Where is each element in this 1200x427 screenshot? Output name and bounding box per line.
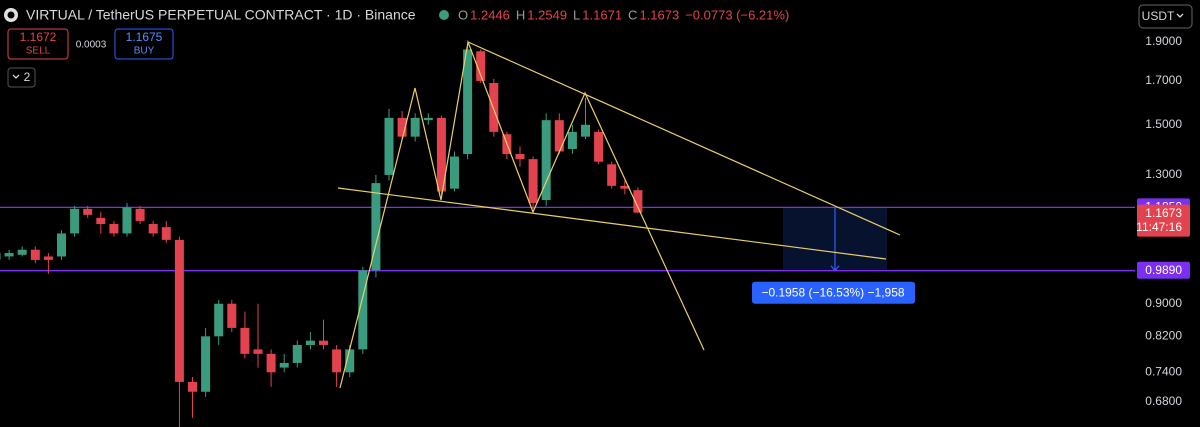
- level-price-box: [1137, 261, 1190, 279]
- candle-body: [633, 190, 643, 213]
- candle-body: [607, 164, 617, 186]
- candle-body: [43, 256, 53, 260]
- candle-body: [17, 249, 27, 255]
- chart-title: VIRTUAL / TetherUS PERPETUAL CONTRACT · …: [26, 7, 416, 23]
- plot: [0, 43, 1135, 427]
- buy-label[interactable]: BUY: [134, 46, 155, 57]
- status-dot: [439, 10, 449, 20]
- candle-body: [253, 349, 263, 354]
- candle-body: [489, 83, 499, 132]
- ohlc-value: 1.2446: [470, 7, 510, 22]
- candle-body: [96, 217, 106, 225]
- candle-body: [83, 208, 93, 215]
- candle-body: [109, 224, 119, 234]
- candle-body: [57, 233, 66, 257]
- currency[interactable]: USDT: [1142, 9, 1175, 23]
- ohlc-value: 1.1673: [639, 7, 679, 22]
- candle-body: [384, 117, 394, 175]
- sell-label[interactable]: SELL: [26, 46, 51, 57]
- candle-body: [397, 117, 407, 137]
- indicator-count[interactable]: 2: [24, 70, 31, 84]
- sell-price[interactable]: 1.1672: [20, 30, 57, 44]
- candle-body: [581, 124, 590, 137]
- candle-body: [332, 349, 342, 373]
- trendline: [467, 41, 901, 236]
- chevron-icon[interactable]: [1176, 13, 1184, 18]
- buy-price[interactable]: 1.1675: [126, 30, 163, 44]
- candle-body: [554, 120, 564, 152]
- measure-label: −0.1958 (−16.53%) −1,958: [761, 285, 904, 299]
- y-tick-label: 0.9000: [1145, 296, 1182, 310]
- candle-body: [148, 224, 158, 234]
- candle-body: [161, 227, 171, 240]
- buy-button[interactable]: [114, 28, 174, 60]
- candle-body: [620, 185, 630, 189]
- spread: 0.0003: [76, 40, 107, 51]
- overlay: 0.68000.74000.82000.90001.10001.30001.50…: [752, 34, 1190, 408]
- candle-body: [292, 344, 302, 363]
- candle-body: [345, 349, 355, 373]
- indicator-toggle[interactable]: [7, 67, 36, 88]
- ohlc-legend: O 1.2446 H 1.2549 L 1.1671 C 1.1673 −0.0773 (−6.…: [458, 7, 789, 22]
- sell-button[interactable]: [7, 28, 69, 60]
- trendline: [337, 187, 887, 260]
- candle-body: [463, 49, 473, 155]
- ohlc-key: L: [573, 7, 580, 22]
- y-tick-label: 1.9000: [1145, 34, 1182, 48]
- ohlc-key: H: [516, 7, 525, 22]
- last-price-label: 1.1673: [1145, 206, 1182, 220]
- candle-body: [30, 249, 40, 260]
- y-tick-label: 0.8200: [1145, 329, 1182, 343]
- change: −0.0773 (−6.21%): [685, 7, 789, 22]
- candle-body: [541, 120, 551, 201]
- candle-body: [515, 154, 525, 160]
- currency-selector[interactable]: [1138, 4, 1193, 29]
- candle-body: [567, 131, 577, 149]
- countdown: 11:47:16: [1136, 220, 1182, 234]
- chevron-icon[interactable]: [12, 74, 20, 79]
- last-price-box: [1137, 204, 1190, 237]
- candle-body: [122, 207, 132, 234]
- measure-label-box: [752, 281, 915, 304]
- candle-body: [4, 253, 14, 257]
- candle-body: [70, 208, 80, 234]
- candle-body: [214, 303, 224, 337]
- candle-body: [528, 159, 538, 203]
- candle-body: [423, 117, 433, 121]
- candle-body: [436, 117, 446, 192]
- candle-body: [0, 253, 1, 260]
- candle-body: [227, 303, 237, 328]
- ohlc-value: 1.1671: [582, 7, 622, 22]
- y-tick-label: 0.6800: [1145, 394, 1182, 408]
- ohlc-value: 1.2549: [527, 7, 567, 22]
- y-tick-label: 1.3000: [1145, 167, 1182, 181]
- ohlc-key: C: [628, 7, 637, 22]
- candle-body: [174, 239, 184, 382]
- candle-body: [305, 340, 315, 345]
- candle-body: [201, 336, 211, 392]
- symbol-logo: [7, 11, 15, 19]
- candle-body: [266, 353, 276, 373]
- candle-body: [450, 156, 459, 189]
- candle-body: [594, 131, 604, 162]
- zigzag-line: [339, 39, 705, 389]
- candle-body: [240, 327, 250, 354]
- candle-body: [279, 362, 289, 368]
- y-tick-label: 1.5000: [1145, 117, 1182, 131]
- candle-body: [358, 270, 368, 350]
- y-tick-label: 1.7000: [1145, 73, 1182, 87]
- level-price-label: 0.9890: [1145, 263, 1182, 277]
- candle-body: [371, 183, 381, 271]
- y-tick-label: 0.7400: [1145, 364, 1182, 378]
- trend-drawings: [337, 39, 901, 389]
- candle-body: [476, 51, 486, 81]
- candle-body: [410, 117, 420, 137]
- candle-body: [135, 208, 145, 221]
- candle-body: [188, 381, 197, 392]
- ohlc-key: O: [458, 7, 468, 22]
- candle-body: [319, 340, 328, 345]
